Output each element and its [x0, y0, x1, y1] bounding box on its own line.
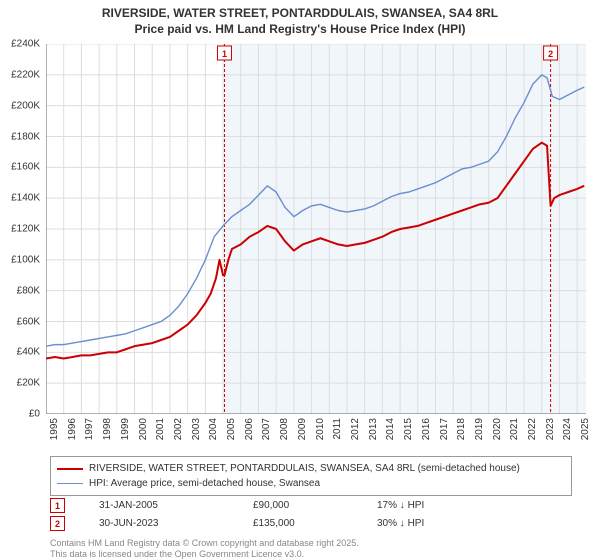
- y-tick-label: £140K: [11, 193, 40, 204]
- legend-swatch-price-paid: [57, 468, 83, 470]
- x-tick-label: 2010: [315, 418, 326, 440]
- x-tick-label: 2004: [208, 418, 219, 440]
- marker-pct-2: 30% ↓ HPI: [377, 518, 497, 529]
- x-tick-label: 2020: [492, 418, 503, 440]
- legend-row-hpi: HPI: Average price, semi-detached house,…: [57, 476, 565, 491]
- y-tick-label: £160K: [11, 162, 40, 173]
- x-tick-label: 2018: [456, 418, 467, 440]
- marker-row-1: 1 31-JAN-2005 £90,000 17% ↓ HPI: [50, 498, 497, 513]
- credits: Contains HM Land Registry data © Crown c…: [50, 538, 359, 560]
- x-tick-label: 2011: [332, 418, 343, 440]
- x-tick-label: 2023: [545, 418, 556, 440]
- y-axis: £0£20K£40K£60K£80K£100K£120K£140K£160K£1…: [0, 44, 44, 414]
- x-tick-label: 2016: [421, 418, 432, 440]
- marker-badge-2: 2: [50, 516, 65, 531]
- x-tick-label: 2003: [191, 418, 202, 440]
- x-tick-label: 2022: [527, 418, 538, 440]
- line-chart-svg: 12: [46, 44, 586, 414]
- title-line-1: RIVERSIDE, WATER STREET, PONTARDDULAIS, …: [0, 6, 600, 22]
- y-tick-label: £240K: [11, 39, 40, 50]
- x-tick-label: 2017: [439, 418, 450, 440]
- x-tick-label: 2009: [297, 418, 308, 440]
- x-tick-label: 2025: [580, 418, 591, 440]
- x-tick-label: 2015: [403, 418, 414, 440]
- marker-date-2: 30-JUN-2023: [99, 518, 219, 529]
- x-tick-label: 1998: [102, 418, 113, 440]
- y-tick-label: £180K: [11, 131, 40, 142]
- marker-number-1: 1: [55, 501, 60, 511]
- x-tick-label: 2000: [138, 418, 149, 440]
- marker-row-2: 2 30-JUN-2023 £135,000 30% ↓ HPI: [50, 516, 497, 531]
- y-tick-label: £100K: [11, 254, 40, 265]
- marker-price-2: £135,000: [253, 518, 343, 529]
- x-tick-label: 2019: [474, 418, 485, 440]
- marker-number-2: 2: [55, 519, 60, 529]
- chart-container: RIVERSIDE, WATER STREET, PONTARDDULAIS, …: [0, 0, 600, 560]
- marker-badge-1: 1: [50, 498, 65, 513]
- x-tick-label: 1999: [120, 418, 131, 440]
- y-tick-label: £40K: [17, 347, 40, 358]
- y-tick-label: £20K: [17, 378, 40, 389]
- y-tick-label: £60K: [17, 316, 40, 327]
- legend-row-price-paid: RIVERSIDE, WATER STREET, PONTARDDULAIS, …: [57, 461, 565, 476]
- x-tick-label: 2012: [350, 418, 361, 440]
- x-tick-label: 2001: [155, 418, 166, 440]
- y-tick-label: £120K: [11, 224, 40, 235]
- credits-line-1: Contains HM Land Registry data © Crown c…: [50, 538, 359, 549]
- legend-label-price-paid: RIVERSIDE, WATER STREET, PONTARDDULAIS, …: [89, 461, 520, 476]
- legend-label-hpi: HPI: Average price, semi-detached house,…: [89, 476, 320, 491]
- plot-area: 12: [46, 44, 586, 414]
- legend-swatch-hpi: [57, 483, 83, 484]
- marker-pct-1: 17% ↓ HPI: [377, 500, 497, 511]
- legend: RIVERSIDE, WATER STREET, PONTARDDULAIS, …: [50, 456, 572, 496]
- x-tick-label: 2021: [509, 418, 520, 440]
- x-tick-label: 2013: [368, 418, 379, 440]
- x-tick-label: 2008: [279, 418, 290, 440]
- x-tick-label: 2007: [261, 418, 272, 440]
- x-tick-label: 2006: [244, 418, 255, 440]
- x-axis: 1995 1996 1997 1998 1999 2000 2001 2002 2003 2004…: [46, 418, 586, 454]
- svg-text:2: 2: [548, 49, 553, 59]
- x-tick-label: 2002: [173, 418, 184, 440]
- y-tick-label: £220K: [11, 69, 40, 80]
- y-tick-label: £80K: [17, 285, 40, 296]
- y-tick-label: £200K: [11, 100, 40, 111]
- marker-price-1: £90,000: [253, 500, 343, 511]
- x-tick-label: 2014: [385, 418, 396, 440]
- x-tick-label: 2024: [562, 418, 573, 440]
- x-tick-label: 2005: [226, 418, 237, 440]
- x-tick-label: 1997: [84, 418, 95, 440]
- title-line-2: Price paid vs. HM Land Registry's House …: [0, 22, 600, 38]
- svg-text:1: 1: [222, 49, 227, 59]
- x-tick-label: 1996: [67, 418, 78, 440]
- title-block: RIVERSIDE, WATER STREET, PONTARDDULAIS, …: [0, 0, 600, 37]
- credits-line-2: This data is licensed under the Open Gov…: [50, 549, 359, 560]
- x-tick-label: 1995: [49, 418, 60, 440]
- y-tick-label: £0: [29, 409, 40, 420]
- marker-date-1: 31-JAN-2005: [99, 500, 219, 511]
